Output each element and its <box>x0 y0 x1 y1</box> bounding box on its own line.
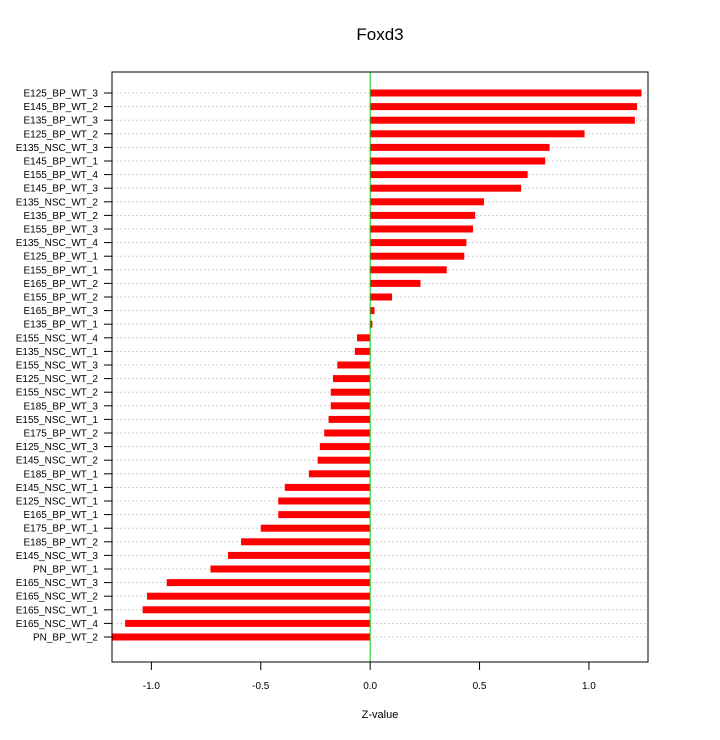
bar <box>370 211 476 219</box>
bar <box>370 225 473 233</box>
chart-title: Foxd3 <box>356 25 403 44</box>
bar <box>354 347 371 355</box>
bar <box>370 320 373 328</box>
category-label: E165_BP_WT_1 <box>24 510 99 521</box>
category-label: E155_NSC_WT_3 <box>16 361 99 372</box>
bar <box>370 184 522 192</box>
x-axis-label: Z-value <box>362 709 399 721</box>
category-label: E135_BP_WT_2 <box>24 211 99 222</box>
bar <box>308 470 371 478</box>
category-label: E155_BP_WT_4 <box>24 170 99 181</box>
category-label: E165_NSC_WT_2 <box>16 592 99 603</box>
bar <box>370 171 528 179</box>
plot-frame <box>111 71 649 663</box>
bar <box>324 429 371 437</box>
bar <box>328 415 371 423</box>
category-label: E155_NSC_WT_4 <box>16 333 99 344</box>
x-tick-label: -0.5 <box>252 681 270 692</box>
category-label: E175_BP_WT_2 <box>24 429 99 440</box>
category-label: E165_NSC_WT_4 <box>16 619 99 630</box>
bar <box>370 279 421 287</box>
bar <box>330 388 371 396</box>
bar <box>357 334 371 342</box>
category-label: PN_BP_WT_2 <box>33 633 98 644</box>
bar <box>210 565 371 573</box>
category-label: E145_BP_WT_2 <box>24 102 99 113</box>
category-label: E145_NSC_WT_3 <box>16 551 99 562</box>
category-label: E185_BP_WT_2 <box>24 537 99 548</box>
bar <box>112 633 371 641</box>
category-label: E175_BP_WT_1 <box>24 524 99 535</box>
x-tick-label: 1.0 <box>582 681 596 692</box>
category-label: E125_NSC_WT_3 <box>16 442 99 453</box>
bar <box>370 252 465 260</box>
bar <box>278 511 371 519</box>
category-label: E185_BP_WT_3 <box>24 401 99 412</box>
bar <box>142 606 371 614</box>
category-label: E125_BP_WT_3 <box>24 89 99 100</box>
bar <box>166 579 371 587</box>
category-label: E125_BP_WT_1 <box>24 252 99 263</box>
category-label: E155_BP_WT_3 <box>24 225 99 236</box>
category-label: E155_NSC_WT_2 <box>16 388 99 399</box>
category-label: PN_BP_WT_1 <box>33 565 98 576</box>
x-tick-label: 0.0 <box>363 681 377 692</box>
bar <box>278 497 371 505</box>
bar <box>241 538 371 546</box>
category-label: E155_NSC_WT_1 <box>16 415 99 426</box>
bar <box>317 456 371 464</box>
bar <box>260 524 371 532</box>
x-tick-label: 0.5 <box>473 681 487 692</box>
bar <box>370 103 638 111</box>
bar <box>370 143 550 151</box>
bar <box>332 375 371 383</box>
category-label: E125_NSC_WT_1 <box>16 497 99 508</box>
bar <box>370 239 467 247</box>
bar <box>370 266 447 274</box>
bar <box>370 116 635 124</box>
bar <box>370 198 484 206</box>
category-label: E145_NSC_WT_2 <box>16 456 99 467</box>
bar <box>284 483 371 491</box>
bar <box>370 293 393 301</box>
category-labels: E125_BP_WT_3 E145_BP_WT_2 E135_BP_WT_3 E125… <box>16 89 112 644</box>
bar <box>330 402 371 410</box>
category-label: E135_BP_WT_3 <box>24 116 99 127</box>
category-label: E165_NSC_WT_3 <box>16 578 99 589</box>
bar <box>370 89 642 97</box>
category-label: E165_BP_WT_2 <box>24 279 99 290</box>
category-label: E165_NSC_WT_1 <box>16 605 99 616</box>
category-label: E145_BP_WT_1 <box>24 157 99 168</box>
category-label: E165_BP_WT_3 <box>24 306 99 317</box>
bar <box>370 157 546 165</box>
bars <box>112 89 642 641</box>
category-label: E145_BP_WT_3 <box>24 184 99 195</box>
category-label: E185_BP_WT_1 <box>24 469 99 480</box>
bar <box>337 361 371 369</box>
category-label: E135_NSC_WT_4 <box>16 238 99 249</box>
bar <box>370 130 585 138</box>
category-label: E155_BP_WT_1 <box>24 265 99 276</box>
bar <box>319 443 371 451</box>
category-label: E125_BP_WT_2 <box>24 129 99 140</box>
bar <box>147 592 371 600</box>
bar <box>227 551 371 559</box>
category-label: E135_NSC_WT_3 <box>16 143 99 154</box>
category-label: E135_NSC_WT_1 <box>16 347 99 358</box>
x-tick-label: -1.0 <box>143 681 161 692</box>
category-label: E125_NSC_WT_2 <box>16 374 99 385</box>
x-axis: -1.0 -0.5 0.0 0.5 1.0 <box>143 662 596 692</box>
bar <box>370 307 375 315</box>
category-label: E155_BP_WT_2 <box>24 293 99 304</box>
category-label: E135_NSC_WT_2 <box>16 197 99 208</box>
category-label: E145_NSC_WT_1 <box>16 483 99 494</box>
category-label: E135_BP_WT_1 <box>24 320 99 331</box>
bar <box>125 619 371 627</box>
